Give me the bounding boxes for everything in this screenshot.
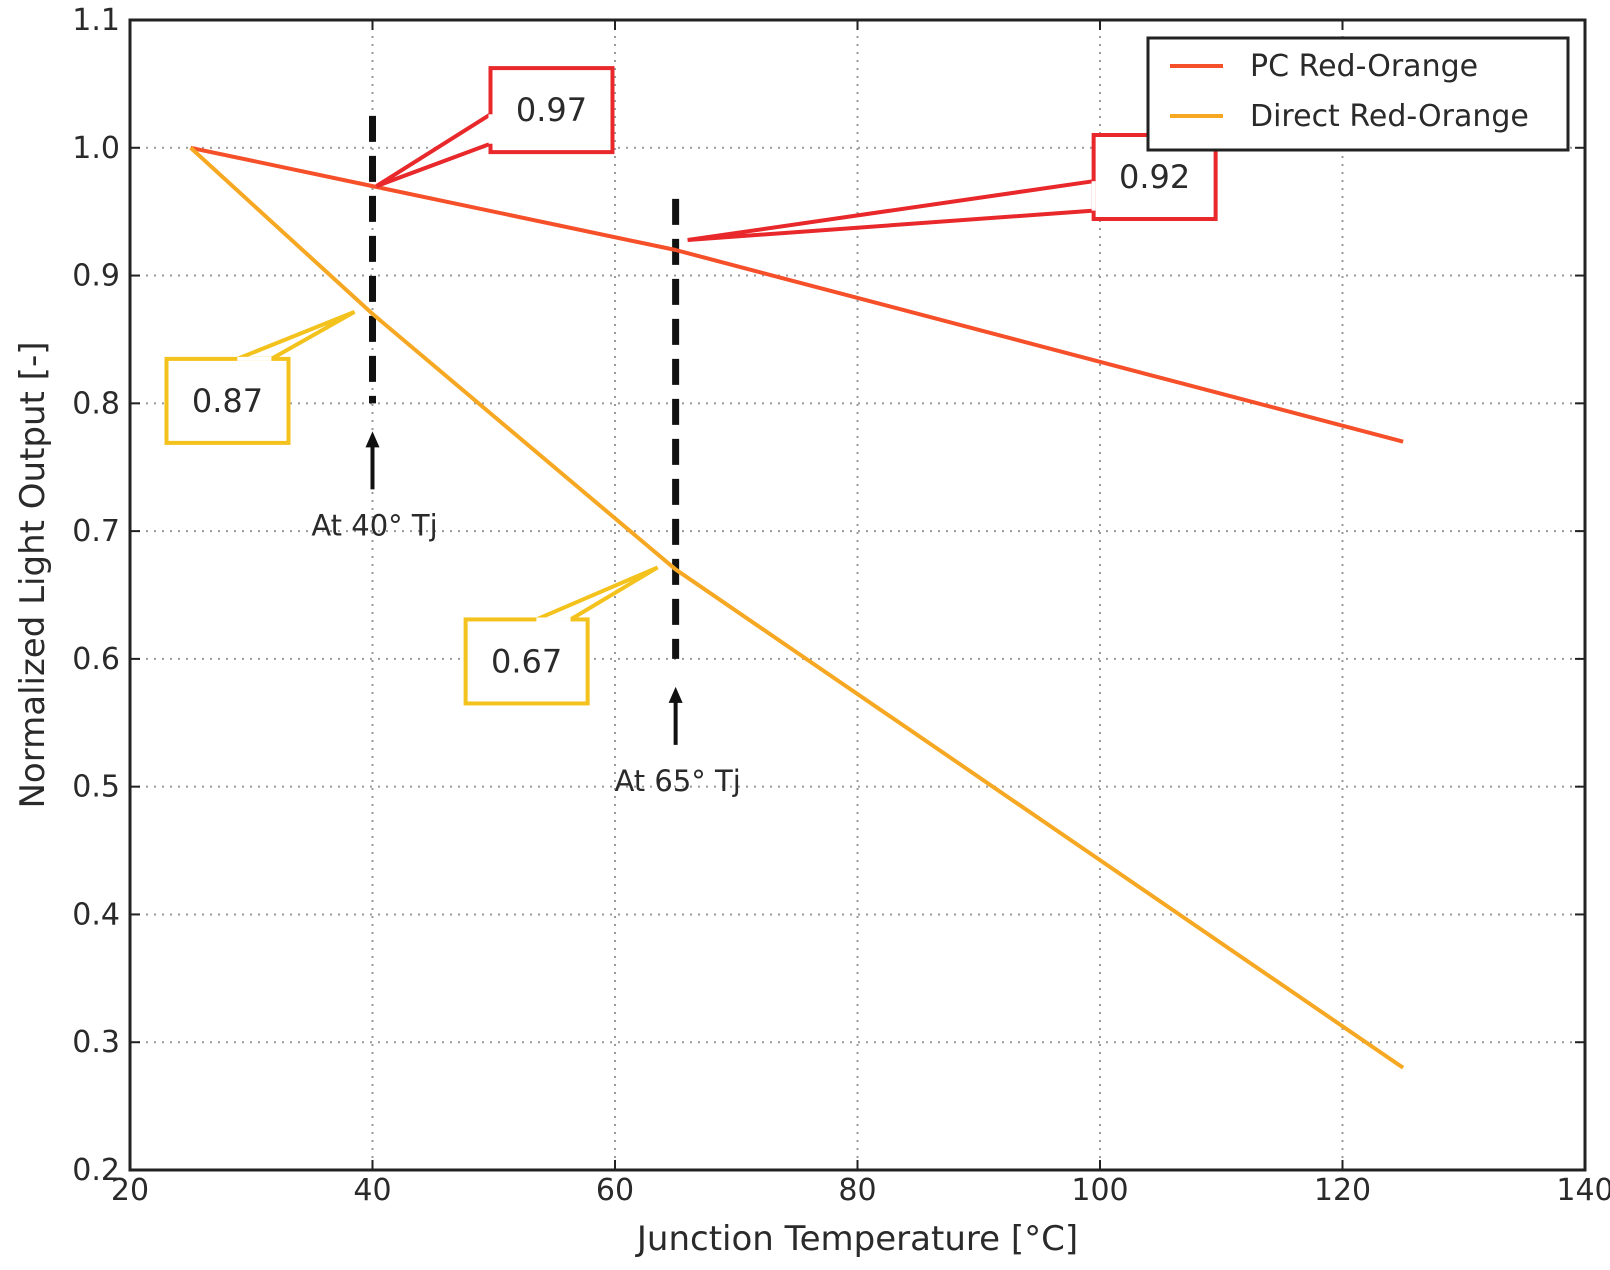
y-tick-label: 0.8	[72, 386, 120, 421]
series-line-pc-red-orange	[190, 145, 1404, 444]
callout-value: 0.97	[516, 91, 587, 129]
callout-pointer	[535, 565, 659, 622]
legend-label: Direct Red-Orange	[1250, 99, 1529, 134]
y-tick-label: 1.0	[72, 131, 120, 166]
x-tick-label: 100	[1071, 1173, 1128, 1208]
y-tick-label: 0.9	[72, 259, 120, 294]
y-tick-label: 0.7	[72, 514, 120, 549]
x-tick-label: 40	[353, 1173, 391, 1208]
callout-pointer	[375, 110, 493, 188]
axis-ticks: 20 40 60 80 100 120 140 0.2 0.3 0.4 0.5 0.6 0.7 0.8 0.…	[72, 3, 1610, 1208]
y-tick-label: 0.5	[72, 770, 120, 805]
x-tick-label: 80	[838, 1173, 876, 1208]
x-tick-label: 140	[1556, 1173, 1610, 1208]
callout-value: 0.92	[1119, 158, 1190, 196]
legend-box	[1146, 36, 1570, 152]
y-tick-label: 0.4	[72, 897, 120, 932]
legend-label: PC Red-Orange	[1250, 49, 1478, 84]
x-tick-label: 20	[111, 1173, 149, 1208]
legend-entry: PC Red-Orange	[1170, 49, 1478, 84]
series-line-direct-red-orange	[189, 146, 1405, 1070]
callout-pointer	[687, 178, 1096, 242]
legend-entry: Direct Red-Orange	[1170, 99, 1529, 134]
temperature-markers: At 40° Tj At 65° Tj	[311, 115, 741, 798]
callout-value: 0.67	[491, 642, 562, 680]
y-tick-label: 0.6	[72, 642, 120, 677]
temperature-marker-label: At 65° Tj	[614, 764, 740, 798]
y-tick-label: 0.3	[72, 1025, 120, 1060]
legend: PC Red-Orange Direct Red-Orange	[1146, 36, 1570, 152]
value-callout: 0.92	[687, 133, 1218, 242]
value-callouts: 0.97 0.92 0.87 0.67	[164, 66, 1218, 706]
marker-arrowhead	[365, 431, 380, 448]
callout-box	[164, 356, 291, 445]
series-lines	[189, 145, 1405, 1070]
value-callout: 0.67	[463, 565, 659, 706]
y-tick-label: 1.1	[72, 3, 120, 38]
callout-box	[463, 617, 590, 706]
x-tick-label: 60	[596, 1173, 634, 1208]
callout-value: 0.87	[192, 382, 263, 420]
grid	[130, 20, 1585, 1170]
y-tick-label: 0.2	[72, 1153, 120, 1188]
x-tick-label: 120	[1314, 1173, 1371, 1208]
y-axis-label: Normalized Light Output [-]	[13, 342, 53, 809]
callout-pointer	[236, 310, 356, 361]
x-axis-label: Junction Temperature [°C]	[635, 1219, 1078, 1259]
callout-box	[488, 66, 615, 155]
value-callout: 0.87	[164, 310, 356, 445]
marker-arrowhead	[668, 686, 683, 703]
temperature-marker-label: At 40° Tj	[311, 508, 437, 542]
value-callout: 0.97	[375, 66, 615, 188]
